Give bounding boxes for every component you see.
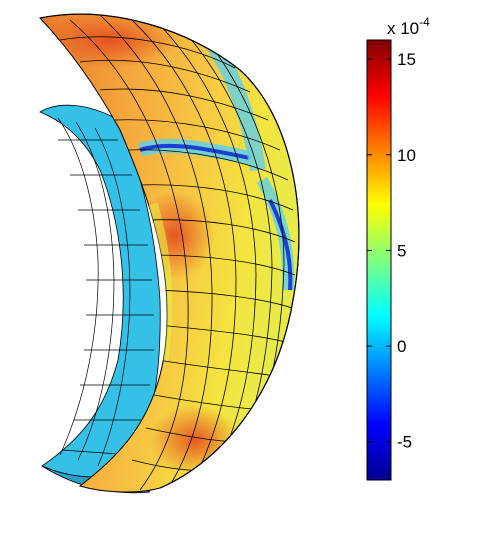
- colorbar-multiplier: x 10-4: [387, 15, 430, 38]
- colorbar-multiplier-exponent: -4: [419, 15, 430, 29]
- colorbar-gradient: [366, 39, 392, 481]
- outer-shell: [39, 13, 300, 493]
- colorbar-tick-label: -5: [397, 433, 412, 452]
- colorbar-tick-label: 10: [397, 146, 416, 165]
- colorbar-tick-label: 0: [397, 337, 406, 356]
- colorbar-ticks: -5 0 5 10 15: [367, 50, 416, 452]
- inner-shell-mesh: [57, 117, 154, 467]
- colorbar-tick-label: 5: [397, 241, 406, 260]
- colorbar-tick-label: 15: [397, 50, 416, 69]
- colorbar: -5 0 5 10 15 x 10-4: [366, 15, 430, 481]
- colorbar-multiplier-base: x 10: [387, 19, 419, 38]
- outer-shell-mesh: [59, 14, 296, 491]
